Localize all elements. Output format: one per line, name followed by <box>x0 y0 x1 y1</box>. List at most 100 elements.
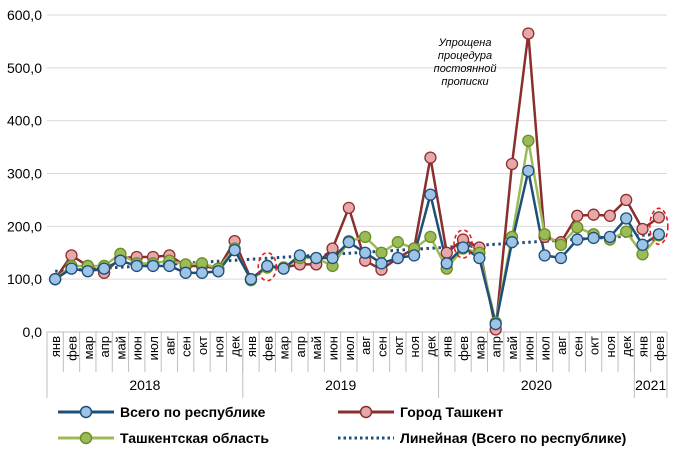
x-tick-label: авг <box>358 336 373 355</box>
data-point <box>620 225 633 238</box>
annotation-line: процедура <box>438 50 492 62</box>
data-point <box>212 265 225 278</box>
data-point <box>652 228 665 241</box>
data-point <box>473 251 486 265</box>
series-line-0 <box>54 169 660 326</box>
gridlines <box>47 14 667 280</box>
x-tick-label: мар <box>81 336 96 359</box>
data-point <box>179 266 192 279</box>
legend-label-tashkent-city: Город Ташкент <box>400 404 504 420</box>
legend-marker-republic <box>58 405 114 419</box>
data-point <box>554 238 568 251</box>
x-tick-label: фев <box>456 336 471 361</box>
x-tick-label: сен <box>570 336 585 357</box>
y-tick-label: 100,0 <box>7 271 42 287</box>
data-point <box>375 257 388 270</box>
data-point <box>538 228 551 241</box>
data-point <box>277 262 290 275</box>
x-tick-label: фев <box>652 336 667 361</box>
x-tick-label: июн <box>326 336 341 360</box>
data-point <box>603 209 617 222</box>
annotation-line: постоянной <box>434 63 497 75</box>
data-point <box>620 193 633 207</box>
data-point <box>130 259 143 273</box>
data-point <box>81 265 94 278</box>
data-point <box>293 249 307 262</box>
legend-marker-tashkent-city <box>338 405 394 419</box>
data-point <box>440 257 453 270</box>
x-tick-label: мар <box>472 336 487 359</box>
y-axis-ticks: 0,0 100,0 200,0 300,0 400,0 500,0 600,0 <box>7 7 42 340</box>
x-tick-label: сен <box>374 336 389 357</box>
data-point <box>489 317 502 331</box>
x-tick-label: окт <box>195 336 210 355</box>
x-tick-label: май <box>113 336 128 359</box>
data-point <box>505 236 519 249</box>
data-point <box>587 208 600 221</box>
highlight-ellipse <box>257 251 278 282</box>
y-tick-label: 500,0 <box>7 60 42 76</box>
x-tick-label: сен <box>179 336 194 357</box>
x-tick-label: ноя <box>211 336 226 357</box>
data-point <box>603 230 617 244</box>
data-point <box>652 211 665 224</box>
data-point <box>456 241 470 254</box>
x-tick-label: янв <box>48 336 63 357</box>
x-tick-label: окт <box>587 336 602 355</box>
data-point <box>195 266 209 279</box>
x-tick-label: апр <box>489 336 504 358</box>
x-tick-label: дек <box>619 336 634 357</box>
legend-item-tashkent-city: Город Ташкент <box>338 404 503 420</box>
x-tick-label: янв <box>636 336 651 357</box>
data-point <box>505 157 519 171</box>
y-tick-label: 0,0 <box>23 324 43 340</box>
x-tick-label: янв <box>244 336 259 357</box>
x-tick-label: янв <box>440 336 455 357</box>
x-tick-label: июл <box>538 336 553 360</box>
data-point <box>440 246 453 259</box>
series <box>49 27 665 336</box>
data-point <box>407 249 421 262</box>
legend-item-trendline: Линейная (Всего по республике) <box>338 430 626 446</box>
x-tick-label: июл <box>342 336 357 360</box>
legend-item-republic: Всего по республике <box>58 404 265 420</box>
data-point <box>326 251 339 265</box>
x-tick-label: июн <box>130 336 145 360</box>
legend: Всего по республике Город Ташкент Ташкен… <box>0 398 680 457</box>
data-point <box>424 151 437 164</box>
data-point <box>228 243 241 257</box>
x-axis <box>46 331 668 398</box>
data-point <box>538 249 551 262</box>
legend-item-tashkent-region: Ташкентская область <box>58 430 269 446</box>
data-point <box>636 222 649 236</box>
year-label: 2021 <box>635 377 666 393</box>
x-tick-label: авг <box>554 336 569 355</box>
data-point <box>391 251 404 265</box>
annotation-line: Упрощена <box>438 37 492 49</box>
data-point <box>571 221 584 234</box>
legend-label-republic: Всего по республике <box>120 404 266 420</box>
x-tick-label: мар <box>277 336 292 359</box>
data-point <box>359 246 372 259</box>
x-tick-label: фев <box>64 336 79 361</box>
x-tick-label: июн <box>521 336 536 360</box>
data-point <box>424 188 437 201</box>
series-line-1 <box>54 32 660 331</box>
data-point <box>571 233 584 246</box>
x-tick-label: окт <box>391 336 406 355</box>
data-point <box>522 134 535 147</box>
x-tick-label: дек <box>423 336 438 357</box>
x-tick-label: май <box>505 336 520 359</box>
data-point <box>522 164 535 178</box>
data-point <box>587 231 600 245</box>
data-point <box>424 230 437 244</box>
data-point <box>65 249 78 262</box>
x-tick-label: апр <box>293 336 308 358</box>
highlight-ellipses <box>257 207 669 282</box>
highlight-ellipse <box>649 207 669 246</box>
highlight-ellipse <box>453 229 473 259</box>
data-point <box>261 259 274 273</box>
y-tick-label: 600,0 <box>7 7 42 23</box>
